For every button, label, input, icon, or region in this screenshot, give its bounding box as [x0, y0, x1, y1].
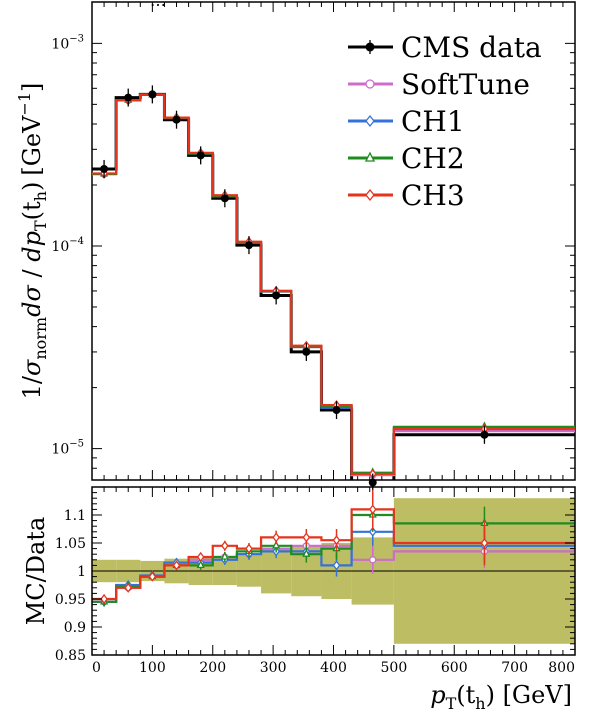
ratio-y-tick-label: 0.85	[55, 648, 86, 664]
legend-marker	[365, 79, 375, 89]
ratio-marker-ch3	[172, 560, 181, 571]
ratio-histograms	[92, 489, 575, 607]
mc-step-line-ch3	[92, 93, 575, 476]
ratio-marker-ch3	[221, 540, 229, 551]
main-y-axis-label: 1/σnormdσ / dpT(th)[GeV−1]	[15, 83, 50, 400]
ratio-y-tick-label: 0.9	[64, 620, 86, 636]
ratio-step-line-ch3	[92, 508, 575, 601]
ratio-y-tick-label: 1.05	[55, 536, 86, 552]
legend-marker	[365, 42, 375, 52]
legend: CMS data SoftTune CH1 CH2 CH3	[348, 31, 542, 212]
legend-marker	[365, 188, 375, 202]
x-tick-label: 500	[381, 660, 408, 676]
legend-label: CH2	[401, 142, 465, 175]
ratio-axis-ticks	[91, 486, 576, 656]
x-tick-label: 700	[501, 660, 528, 676]
data-point	[272, 291, 281, 300]
legend-label: CH3	[401, 179, 465, 212]
data-point	[332, 406, 341, 415]
legend-label: SoftTune	[401, 68, 530, 101]
ratio-panel: 0.85 0.9 0.95 1 1.05 1.1 0 100 200 300 400 500 600 7…	[22, 486, 576, 713]
x-tick-label: 400	[320, 660, 347, 676]
ratio-marker-ch3	[480, 537, 489, 549]
main-data-points	[100, 85, 489, 492]
main-axis-ticks	[91, 2, 576, 481]
x-tick-label: 300	[260, 660, 287, 676]
mc-step-line-ch1	[92, 93, 575, 476]
ratio-marker-ch3	[100, 593, 108, 605]
ratio-y-tick-labels: 0.85 0.9 0.95 1 1.05 1.1	[55, 508, 86, 664]
ratio-marker-ch3	[148, 571, 157, 582]
ratio-y-tick-label: 1	[77, 564, 86, 580]
x-tick-label: 200	[199, 660, 226, 676]
ratio-marker-ch3	[272, 532, 280, 543]
ratio-marker-ch3	[332, 535, 341, 546]
data-point	[124, 93, 133, 102]
ratio-marker-ch2	[196, 559, 205, 569]
data-point	[220, 194, 229, 203]
mc-step-line-softtune	[92, 93, 575, 477]
legend-label: CH1	[401, 105, 465, 138]
ratio-marker-ch3	[302, 532, 311, 543]
ratio-y-axis-label: MC/Data	[22, 517, 50, 626]
x-tick-label: 600	[441, 660, 468, 676]
ratio-marker-ch3	[368, 504, 377, 515]
data-point	[148, 90, 157, 99]
data-step-line	[92, 92, 575, 480]
main-y-tick-labels: 10−3 10−4 10−5	[51, 33, 84, 457]
data-point	[172, 115, 181, 124]
ratio-marker-ch2	[302, 548, 311, 557]
legend-label: CMS data	[401, 31, 542, 64]
ratio-marker-ch2	[272, 540, 281, 549]
header-fragment: …	[150, 0, 166, 10]
mc-step-line-ch2	[92, 93, 575, 474]
main-y-tick-label: 10−5	[51, 439, 84, 458]
data-point	[100, 164, 109, 173]
x-tick-labels: 0 100 200 300 400 500 600 700 800	[92, 660, 575, 676]
ratio-y-tick-label: 1.1	[64, 508, 86, 524]
x-axis-label: pT(th) [GeV]	[430, 681, 572, 713]
ratio-marker-ch1	[332, 560, 341, 571]
data-point	[244, 241, 253, 250]
legend-marker	[364, 151, 376, 162]
data-point	[196, 151, 205, 160]
ratio-marker-ch3	[196, 551, 205, 563]
ratio-marker-ch2	[220, 551, 229, 560]
x-tick-label: 0	[92, 660, 101, 676]
main-histograms	[92, 89, 575, 480]
main-panel: 10−310−410−5 1/σnormdσ / dpT(th)[GeV−1] …	[15, 1, 576, 492]
data-point	[368, 478, 377, 487]
data-point	[302, 347, 311, 356]
ratio-y-tick-label: 0.95	[55, 592, 86, 608]
ratio-marker-ch3	[124, 582, 133, 593]
ratio-marker-ch3	[245, 543, 253, 554]
ratio-marker-softtune	[369, 556, 377, 564]
legend-marker	[365, 114, 375, 128]
main-y-tick-label: 10−4	[51, 236, 84, 255]
main-y-tick-label: 10−3	[51, 33, 84, 52]
data-point	[480, 430, 489, 439]
x-tick-label: 100	[139, 660, 166, 676]
x-tick-label: 800	[548, 660, 575, 676]
